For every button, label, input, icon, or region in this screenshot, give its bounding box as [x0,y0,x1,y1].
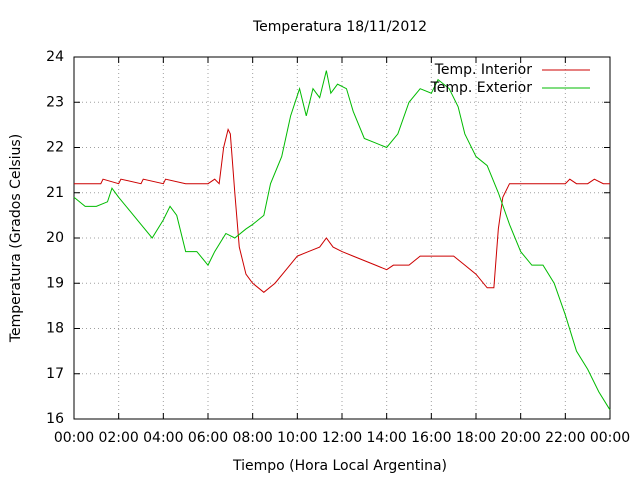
data-line [74,127,610,293]
x-tick-label: 00:00 [590,430,630,446]
y-tick-label: 23 [46,94,64,110]
y-tick-label: 22 [46,140,64,156]
y-tick-label: 18 [46,321,64,337]
x-tick-label: 00:00 [54,430,94,446]
y-tick-label: 19 [46,275,64,291]
x-axis-label: Tiempo (Hora Local Argentina) [232,458,447,474]
y-axis-label: Temperatura (Grados Celsius) [8,134,24,343]
x-tick-label: 10:00 [277,430,317,446]
legend-label: Temp. Exterior [430,80,533,96]
x-tick-label: 14:00 [366,430,406,446]
x-tick-label: 04:00 [143,430,183,446]
x-tick-label: 12:00 [322,430,362,446]
y-tick-label: 16 [46,411,64,427]
x-tick-label: 16:00 [411,430,451,446]
y-tick-label: 20 [46,230,64,246]
legend-label: Temp. Interior [434,62,533,78]
x-tick-label: 06:00 [188,430,228,446]
x-tick-label: 08:00 [232,430,272,446]
x-tick-label: 02:00 [98,430,138,446]
chart-title: Temperatura 18/11/2012 [252,19,427,35]
x-tick-label: 18:00 [456,430,496,446]
x-tick-label: 22:00 [545,430,585,446]
y-tick-label: 17 [46,366,64,382]
data-line [73,70,611,411]
y-tick-label: 21 [46,185,64,201]
plot-frame [73,56,611,420]
y-tick-label: 24 [46,49,64,65]
x-tick-label: 20:00 [500,430,540,446]
